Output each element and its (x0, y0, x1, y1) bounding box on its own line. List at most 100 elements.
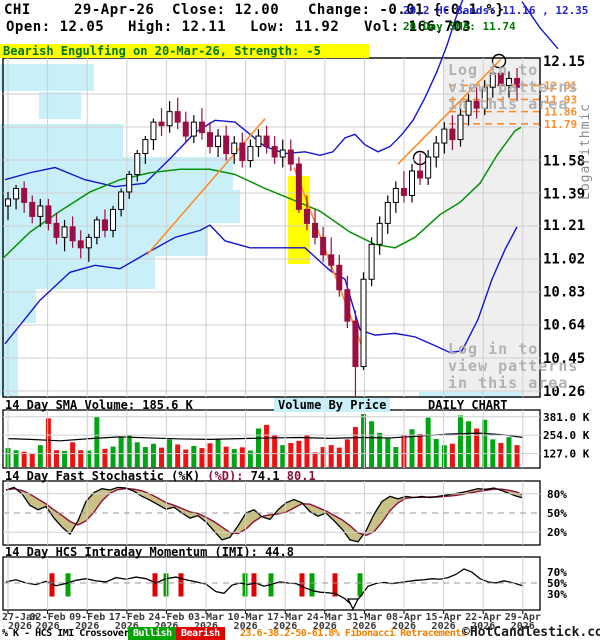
candle-down (223, 135, 230, 155)
candle-down (69, 226, 76, 242)
candle-down (417, 170, 424, 179)
bullish-badge[interactable]: Bullish (128, 627, 177, 640)
candle-up (489, 72, 496, 88)
candle-up (409, 170, 415, 196)
candle-up (392, 187, 399, 203)
date-label-09-Feb: 09-Feb 2026 (69, 612, 106, 632)
candle-up (255, 135, 262, 148)
volume-bar-down (449, 443, 455, 467)
volume-bar-down (175, 444, 181, 467)
candle-down (344, 289, 351, 322)
volume-bar-up (409, 429, 415, 467)
volume-bar-up (425, 417, 431, 467)
copyright-link[interactable]: ©HotCandlestick.com (462, 625, 600, 640)
candle-up (126, 173, 133, 193)
volume-bar-down (29, 453, 35, 467)
volume-bar-up (506, 437, 512, 467)
svg-text:30%: 30% (547, 588, 567, 601)
log-scale-label: Logarithmic (578, 102, 593, 200)
low-value: Low: 11.92 (250, 19, 340, 35)
volume-bar-down (21, 451, 27, 467)
candle-up (61, 226, 68, 238)
date-label-24-Mar: 24-Mar 2026 (306, 612, 343, 632)
stoch-d-label: (%D): (207, 469, 244, 483)
volume-by-price-bar (0, 289, 36, 323)
volume-by-price-bar (0, 157, 233, 190)
candle-down (198, 121, 205, 134)
volume-bar-down (183, 449, 189, 467)
volume-by-price-label[interactable]: Volume By Price (274, 398, 391, 412)
volume-bar-up (37, 445, 43, 467)
candle-up (150, 121, 157, 141)
volume-bar-up (134, 442, 140, 467)
volume-bar-up (94, 416, 100, 467)
candle-down (320, 236, 327, 256)
date-label-29-Apr: 29-Apr 2026 (504, 612, 541, 632)
imi-crossover-bear (49, 573, 55, 597)
ticker-symbol: CHI (4, 2, 31, 18)
candle-up (13, 187, 20, 200)
candle-up (433, 142, 440, 158)
candle-down (101, 219, 108, 231)
volume-bar-up (361, 414, 367, 467)
candle-up (231, 142, 238, 155)
login-watermark-top: Log in to view patterns in this area (448, 61, 579, 113)
daily-chart-label: DAILY CHART (428, 398, 508, 412)
quote-date: 29-Apr-26 (74, 2, 155, 18)
candle-down (400, 187, 407, 196)
volume-bar-down (199, 448, 205, 467)
volume-bar-down (336, 447, 342, 467)
imi-panel: 70%50%30% (2, 556, 567, 614)
candle-down (497, 72, 504, 86)
date-label-02-Feb: 02-Feb 2026 (29, 612, 66, 632)
stoch-d-value: 80.1 (286, 469, 316, 483)
volume-by-price-bar (0, 124, 123, 157)
svg-text:10.83: 10.83 (543, 284, 585, 300)
svg-text:11.79: 11.79 (544, 118, 577, 131)
svg-text:11.93: 11.93 (544, 93, 577, 106)
volume-by-price-bar (0, 64, 94, 91)
candle-up (368, 243, 375, 280)
volume-bar-up (86, 450, 92, 467)
volume-bar-down (417, 434, 423, 467)
fibonacci-legend-label: 23.6-38.2-50-61.8% Fibonacci Retracement… (240, 628, 467, 639)
volume-bar-down (352, 427, 358, 467)
candle-up (505, 77, 512, 86)
footer: % K - HCS IMI Crossover, Bullish Bearish… (0, 625, 600, 640)
volume-by-price-bar (419, 392, 521, 398)
svg-text:254.0 K: 254.0 K (543, 429, 590, 442)
volume-bar-up (247, 450, 253, 467)
candle-up (37, 205, 44, 217)
svg-text:12.01: 12.01 (544, 79, 577, 92)
candle-up (384, 201, 391, 224)
bearish-badge[interactable]: Bearish (176, 627, 225, 640)
imi-grid (3, 557, 540, 610)
volume-bar-up (126, 435, 132, 467)
stochastic-header: 14 Day Fast Stochastic (%K) (%D): 74.1 8… (5, 469, 316, 483)
candle-down (514, 77, 521, 88)
candle-down (174, 111, 181, 123)
date-label-27-Jan: 27-Jan 2026 (1, 612, 39, 632)
volume-bar-up (280, 445, 286, 467)
candle-down (312, 222, 319, 238)
crossover-legend-label: % K - HCS IMI Crossover, (2, 628, 135, 639)
imi-crossover-bear (299, 573, 305, 597)
svg-text:11.58: 11.58 (543, 154, 585, 170)
candle-up (118, 191, 125, 210)
volume-bar-down (498, 443, 504, 467)
svg-text:11.02: 11.02 (543, 251, 585, 267)
pattern-alert-banner[interactable]: Bearish Engulfing on 20-Mar-26, Strength… (0, 44, 369, 58)
candle-down (21, 187, 28, 203)
candle-up (457, 114, 464, 141)
date-label-17-Feb: 17-Feb 2026 (108, 612, 145, 632)
imi-crossover-bear (152, 573, 158, 597)
svg-text:11.86: 11.86 (544, 106, 577, 119)
candles (5, 66, 521, 405)
svg-text:10.26: 10.26 (543, 384, 585, 400)
volume-bar-up (433, 438, 439, 467)
date-label-17-Mar: 17-Mar 2026 (267, 612, 304, 632)
volume-bar-up (118, 437, 124, 467)
